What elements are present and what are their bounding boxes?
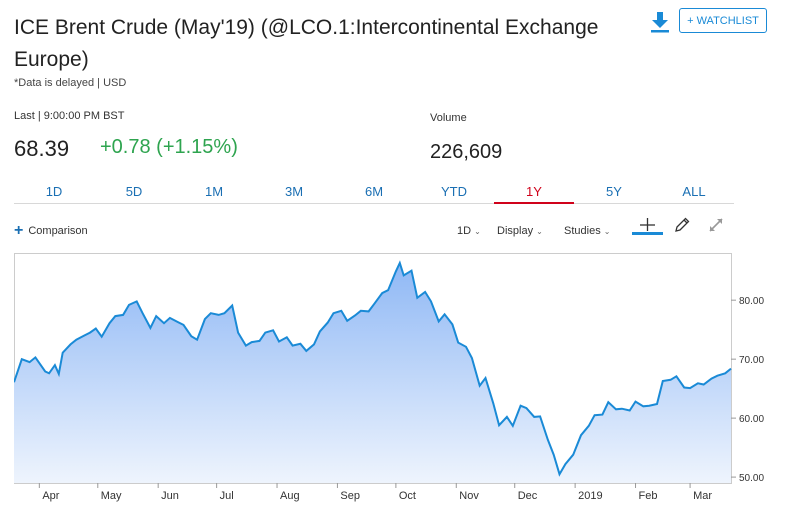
x-tick-label: Sep — [340, 490, 360, 502]
crosshair-tool-button[interactable] — [632, 216, 663, 236]
fullscreen-button[interactable] — [707, 216, 725, 234]
tab-1m[interactable]: 1M — [204, 184, 224, 199]
add-to-watchlist-button[interactable]: + WATCHLIST — [679, 8, 767, 33]
last-trade-label: Last | 9:00:00 PM BST — [14, 110, 125, 122]
studies-label: Studies — [564, 225, 601, 237]
time-range-tabs: 1D 5D 1M 3M 6M YTD 1Y 5Y ALL — [14, 184, 734, 204]
tab-1d[interactable]: 1D — [45, 184, 63, 199]
comparison-label: Comparison — [28, 225, 88, 237]
x-tick-label: Feb — [639, 490, 658, 502]
x-tick-label: Jul — [220, 490, 234, 502]
tab-5y[interactable]: 5Y — [606, 184, 622, 199]
pencil-icon — [675, 217, 690, 232]
tab-all[interactable]: ALL — [682, 184, 706, 199]
tab-1y[interactable]: 1Y — [494, 184, 574, 204]
x-tick-label: Nov — [459, 490, 479, 502]
tab-5d[interactable]: 5D — [125, 184, 143, 199]
y-axis: 50.00 60.00 70.00 80.00 — [731, 296, 764, 484]
chevron-down-icon: ⌄ — [536, 227, 543, 236]
x-tick-label: May — [101, 490, 122, 502]
y-tick-label: 70.00 — [739, 355, 764, 366]
volume-label: Volume — [430, 112, 467, 124]
price-change: +0.78 (+1.15%) — [100, 136, 238, 158]
data-delayed-note: *Data is delayed | USD — [14, 77, 127, 89]
plus-icon: + — [14, 222, 24, 239]
download-button[interactable] — [649, 10, 671, 34]
tab-6m[interactable]: 6M — [364, 184, 384, 199]
interval-dropdown[interactable]: 1D ⌄ — [457, 225, 481, 237]
interval-label: 1D — [457, 225, 472, 237]
x-tick-label: Apr — [42, 490, 59, 502]
x-tick-label: Mar — [693, 490, 712, 502]
comparison-button[interactable]: + Comparison — [14, 222, 88, 239]
chevron-down-icon: ⌄ — [603, 227, 611, 236]
price-chart[interactable]: 50.00 60.00 70.00 80.00 Apr May Jun Jul Aug Sep O… — [14, 253, 785, 525]
x-tick-label: 2019 — [578, 490, 602, 502]
volume-value: 226,609 — [430, 141, 503, 163]
draw-tool-button[interactable] — [673, 216, 691, 234]
page-title: ICE Brent Crude (May'19) (@LCO.1:Interco… — [14, 16, 599, 71]
download-arrow-icon — [651, 12, 669, 33]
x-tick-label: Oct — [399, 490, 416, 502]
expand-icon — [709, 218, 723, 232]
last-price: 68.39 — [14, 136, 70, 161]
x-tick-label: Dec — [518, 490, 538, 502]
tab-3m[interactable]: 3M — [284, 184, 304, 199]
chevron-down-icon: ⌄ — [474, 227, 481, 236]
x-axis: Apr May Jun Jul Aug Sep Oct Nov Dec 2019 Feb Mar — [38, 483, 712, 502]
studies-dropdown[interactable]: Studies ⌄ — [564, 225, 610, 237]
y-tick-label: 80.00 — [739, 296, 764, 307]
price-line — [14, 260, 732, 477]
x-tick-label: Jun — [161, 490, 179, 502]
y-tick-label: 50.00 — [739, 473, 764, 484]
display-label: Display — [497, 225, 534, 237]
price-area-fill — [14, 263, 731, 483]
x-tick-label: Aug — [280, 490, 300, 502]
y-tick-label: 60.00 — [739, 414, 764, 425]
display-dropdown[interactable]: Display ⌄ — [497, 225, 543, 237]
crosshair-icon — [632, 218, 663, 235]
tab-ytd[interactable]: YTD — [441, 184, 467, 199]
